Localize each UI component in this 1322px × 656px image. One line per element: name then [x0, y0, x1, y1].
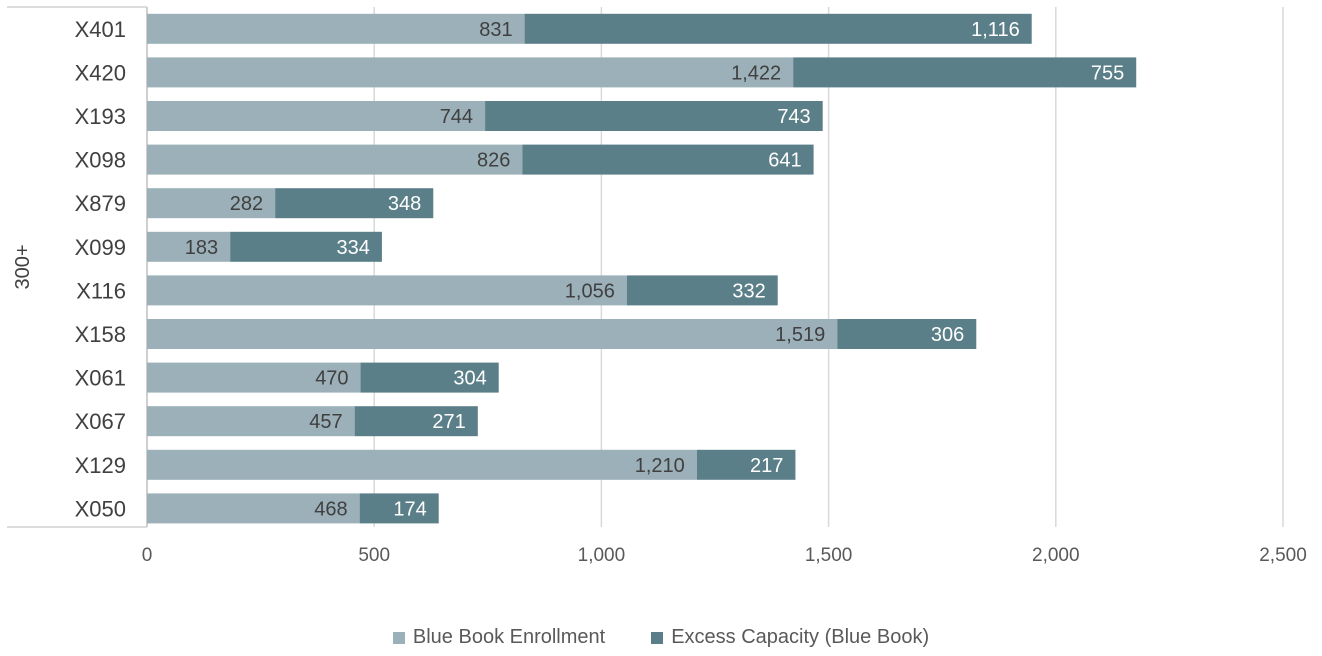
value-label-enrollment: 1,210 [635, 455, 685, 477]
stacked-bar-chart: 831 1,116 1,422 755 744 743 826 641 282 348 183 334… [7, 6, 1307, 566]
bar-excess-capacity [230, 231, 382, 262]
legend-swatch-enrollment [392, 631, 405, 644]
category-axis-frame [7, 6, 148, 528]
legend-swatch-excess-capacity [651, 631, 664, 644]
value-label-enrollment: 470 [315, 368, 348, 390]
value-label-excess-capacity: 271 [432, 411, 465, 433]
bar-enrollment [147, 493, 360, 524]
value-label-excess-capacity: 641 [768, 150, 801, 172]
bar-enrollment [147, 101, 486, 131]
value-label-enrollment: 282 [230, 193, 263, 215]
value-label-enrollment: 457 [309, 411, 342, 433]
bar-enrollment [147, 188, 276, 219]
x-tick-label: 2,500 [1259, 545, 1307, 566]
value-label-excess-capacity: 306 [931, 324, 964, 346]
legend-item-enrollment: Blue Book Enrollment [392, 626, 606, 649]
category-label: X129 [75, 453, 126, 478]
value-label-excess-capacity: 1,116 [971, 19, 1020, 41]
value-label-excess-capacity: 304 [453, 368, 486, 390]
legend-item-excess-capacity: Excess Capacity (Blue Book) [651, 626, 929, 649]
category-label: X420 [75, 60, 126, 85]
bar-excess-capacity [626, 275, 778, 306]
value-label-excess-capacity: 755 [1091, 62, 1124, 84]
bar-enrollment [147, 231, 231, 262]
bar-excess-capacity [485, 101, 823, 131]
bar-enrollment [147, 362, 361, 393]
value-label-enrollment: 468 [314, 498, 347, 520]
value-label-enrollment: 183 [185, 237, 218, 259]
value-labels: 831 1,116 1,422 755 744 743 826 641 282 348 183 334… [185, 19, 1124, 521]
category-label: X061 [75, 366, 126, 391]
bar-enrollment [147, 319, 838, 349]
category-label: X099 [75, 235, 126, 260]
value-label-enrollment: 831 [479, 19, 512, 41]
value-label-excess-capacity: 332 [732, 280, 765, 302]
value-label-enrollment: 1,422 [731, 62, 781, 84]
category-label: X158 [75, 322, 126, 347]
x-tick-label: 0 [142, 545, 153, 566]
category-label: X116 [76, 278, 126, 303]
bar-enrollment [147, 57, 794, 88]
category-label: X401 [75, 17, 126, 42]
legend: Blue Book Enrollment Excess Capacity (Bl… [0, 626, 1322, 649]
bar-enrollment [147, 13, 525, 44]
x-tick-label: 1,000 [578, 545, 626, 566]
x-axis-tick-labels: 0 500 1,000 1,500 2,000 2,500 [142, 545, 1307, 566]
gridlines [373, 7, 1284, 527]
bar-enrollment [147, 449, 697, 480]
bar-excess-capacity [793, 57, 1137, 88]
bar-excess-capacity [522, 144, 814, 175]
bar-excess-capacity [360, 362, 499, 393]
legend-label-excess-capacity: Excess Capacity (Blue Book) [671, 626, 930, 648]
category-label: X098 [75, 148, 126, 173]
category-labels: X401 X420 X193 X098 X879 X099 X116 X158 X061 X067… [75, 17, 126, 522]
category-label: X067 [75, 409, 126, 434]
category-label: X193 [75, 104, 126, 129]
bar-enrollment [147, 275, 627, 306]
bar-excess-capacity [354, 406, 478, 437]
bar-enrollment [147, 406, 355, 437]
value-label-enrollment: 744 [440, 106, 473, 128]
value-label-excess-capacity: 174 [393, 498, 426, 520]
category-label: X879 [75, 191, 126, 216]
bar-excess-capacity [696, 449, 796, 480]
x-tick-label: 1,500 [805, 545, 853, 566]
value-label-excess-capacity: 348 [388, 193, 421, 215]
bar-excess-capacity [275, 188, 434, 219]
bars [147, 13, 1137, 524]
bar-excess-capacity [524, 13, 1032, 44]
x-tick-label: 500 [358, 545, 390, 566]
legend-label-enrollment: Blue Book Enrollment [412, 626, 606, 648]
value-label-excess-capacity: 334 [337, 237, 370, 259]
value-label-enrollment: 826 [477, 150, 510, 172]
group-label: 300+ [12, 244, 34, 289]
bar-enrollment [147, 144, 523, 175]
category-label: X050 [75, 496, 126, 521]
value-label-excess-capacity: 217 [750, 455, 783, 477]
bar-excess-capacity [359, 493, 439, 524]
value-label-excess-capacity: 743 [777, 106, 810, 128]
x-tick-label: 2,000 [1032, 545, 1080, 566]
value-label-enrollment: 1,056 [565, 280, 615, 302]
bar-excess-capacity [837, 319, 977, 349]
value-label-enrollment: 1,519 [775, 324, 825, 346]
